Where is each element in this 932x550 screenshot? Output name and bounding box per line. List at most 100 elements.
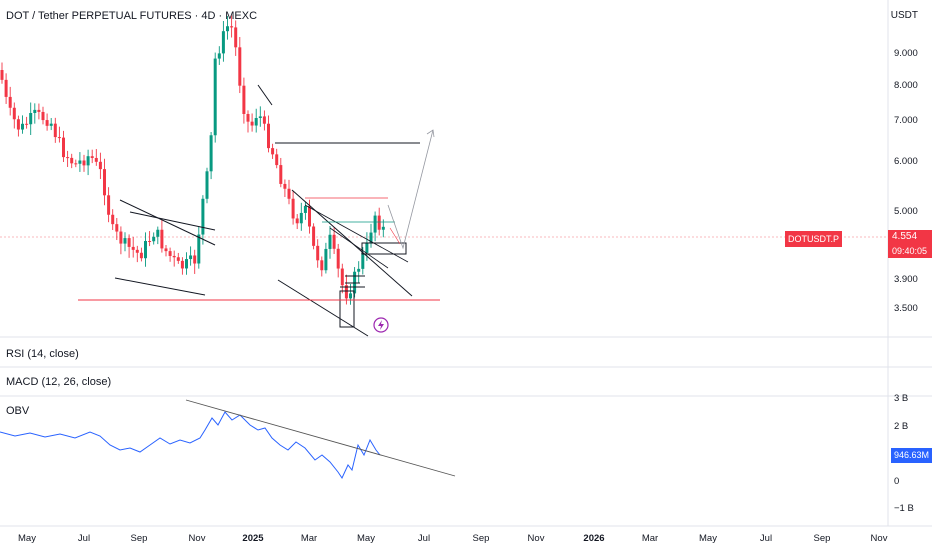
candle-body [205, 171, 209, 199]
candle-body [176, 257, 180, 261]
candle-body [262, 116, 266, 124]
candle-body [66, 157, 70, 159]
candle-body [299, 212, 303, 224]
candle-body [74, 163, 78, 165]
obv-tick: 2 B [894, 421, 909, 432]
candle-body [209, 135, 213, 172]
candle-body [324, 248, 328, 271]
candle-body [279, 165, 283, 184]
candle-body [242, 85, 246, 114]
candle-body [377, 215, 381, 230]
obv-trendline[interactable] [185, 399, 456, 477]
candle-body [53, 123, 57, 138]
candle-body [287, 188, 291, 199]
candle-body [197, 234, 201, 264]
time-tick: 2026 [583, 533, 605, 544]
candle-body [127, 238, 131, 247]
candle-body [0, 70, 4, 80]
candle-body [123, 238, 127, 244]
candle-body [111, 214, 115, 225]
candle-body [349, 293, 352, 299]
candle-body [168, 251, 172, 256]
candle-body [303, 205, 307, 213]
candle-body [267, 123, 270, 149]
candle-body [119, 231, 123, 244]
candle-body [57, 137, 61, 139]
obv-label[interactable]: OBV [6, 405, 30, 417]
time-tick: Nov [870, 533, 888, 544]
candle-body [369, 232, 373, 243]
candle-body [144, 240, 147, 259]
candle-body [275, 154, 279, 166]
last-price-tag: 4.554 [888, 230, 932, 244]
symbol-tag: DOTUSDT.P [784, 231, 842, 247]
obv-tick: 0 [894, 476, 900, 487]
macd-label[interactable]: MACD (12, 26, close) [6, 376, 112, 388]
candle-body [308, 205, 311, 227]
candle-body [201, 198, 205, 235]
time-tick: Mar [300, 533, 318, 544]
time-tick: Jul [759, 533, 773, 544]
price-tick: 3.500 [894, 303, 918, 314]
candle-body [21, 123, 24, 130]
time-tick: 2025 [242, 533, 264, 544]
candle-body [230, 26, 234, 28]
candle-body [246, 113, 250, 122]
time-tick: May [699, 533, 717, 544]
range-lines[interactable] [78, 197, 440, 301]
time-tick: Sep [813, 533, 831, 544]
obv-line [0, 411, 381, 480]
candle-body [221, 31, 225, 54]
currency-label: USDT [890, 10, 918, 21]
candle-body [37, 109, 41, 112]
candle-body [361, 252, 365, 269]
time-tick: May [18, 533, 36, 544]
candle-body [94, 157, 98, 162]
candle-body [78, 160, 82, 164]
time-tick: Nov [527, 533, 545, 544]
candle-body [185, 259, 188, 269]
candle-body [131, 246, 135, 250]
candle-body [16, 119, 20, 130]
candle-body [271, 148, 275, 155]
projection-arrow[interactable] [387, 129, 435, 250]
candle-body [332, 234, 336, 249]
candle-body [148, 240, 152, 242]
candle-body [336, 248, 340, 269]
candle-body [70, 157, 74, 164]
candle-body [340, 268, 344, 286]
candle-body [107, 195, 111, 215]
countdown-tag: 09:40:05 [888, 244, 932, 258]
price-tick: 5.000 [894, 206, 918, 217]
candle-body [103, 169, 106, 196]
lightning-bolt-icon[interactable] [373, 317, 389, 333]
obv-tick: 3 B [894, 393, 909, 404]
candle-body [33, 109, 37, 114]
candle-body [4, 79, 8, 97]
candle-body [29, 113, 33, 125]
candle-body [12, 107, 16, 120]
candle-body [90, 156, 94, 158]
candle-body [312, 226, 316, 246]
time-tick: Sep [130, 533, 148, 544]
candle-body [283, 183, 287, 189]
rsi-label[interactable]: RSI (14, close) [6, 348, 79, 360]
candle-body [41, 111, 45, 121]
time-tick: Jul [77, 533, 91, 544]
price-tick: 6.000 [894, 156, 918, 167]
chart-title: DOT / Tether PERPETUAL FUTURES · 4D · ME… [6, 10, 258, 22]
obv-value-tag: 946.63M [890, 448, 932, 463]
candle-body [25, 123, 29, 125]
candle-body [189, 255, 193, 260]
candle-body [365, 242, 369, 253]
candle-body [160, 229, 164, 249]
time-tick: Mar [641, 533, 659, 544]
price-tick: 7.000 [894, 115, 918, 126]
candle-body [217, 53, 221, 59]
time-tick: Nov [188, 533, 206, 544]
time-tick: May [357, 533, 375, 544]
candle-body [226, 26, 229, 32]
candle-body [82, 160, 86, 166]
trend-drawings[interactable] [114, 84, 420, 337]
